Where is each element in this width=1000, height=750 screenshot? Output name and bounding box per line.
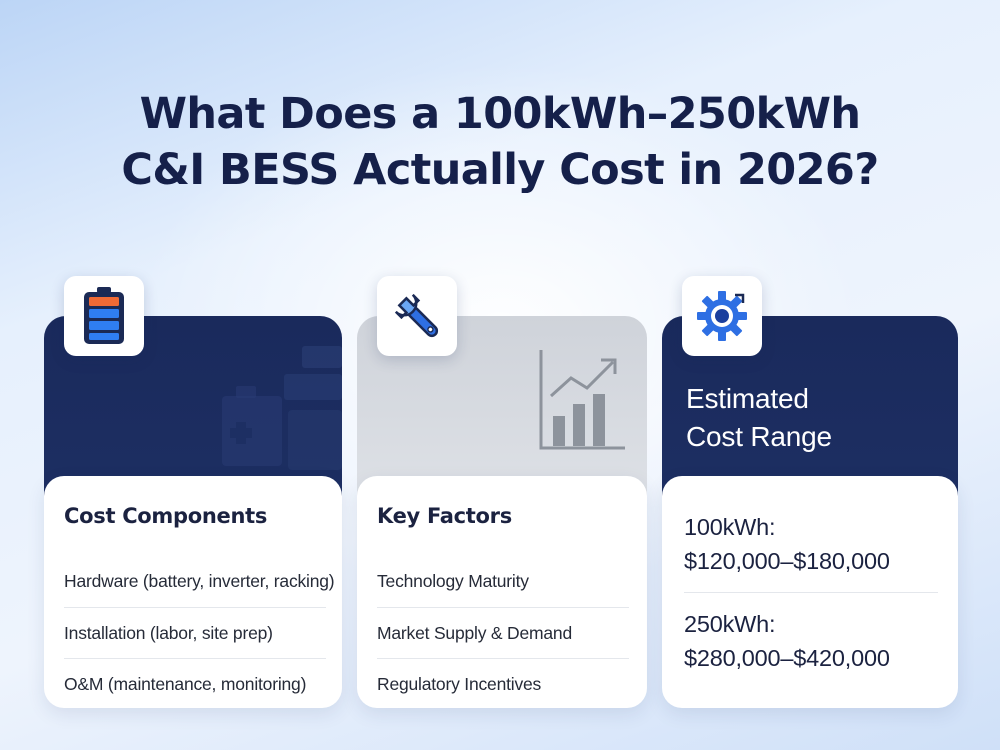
list-item: O&M (maintenance, monitoring) [64,658,326,709]
page-title: What Does a 100kWh–250kWh C&I BESS Actua… [0,86,1000,198]
card-body [357,476,647,708]
card-body [44,476,342,708]
bar-chart-trend-icon [539,350,625,450]
title-line-2: C&I BESS Actually Cost in 2026? [121,145,879,195]
gear-icon-tile [682,276,762,356]
range-item-250kwh: 250kWh: $280,000–$420,000 [684,592,938,689]
cost-range-list: 100kWh: $120,000–$180,000 250kWh: $280,0… [684,506,938,689]
background-illustration [222,346,342,470]
card-heading-line-2: Cost Range [686,421,832,452]
cost-components-card: Cost Components Hardware (battery, inver… [44,276,342,709]
list-item: Market Supply & Demand [377,607,629,658]
list-item: Installation (labor, site prep) [64,607,326,658]
key-factors-card: Key Factors Technology Maturity Market S… [357,276,647,709]
range-value: $280,000–$420,000 [684,645,890,671]
wrench-icon-tile [377,276,457,356]
range-item-100kwh: 100kWh: $120,000–$180,000 [684,506,938,592]
battery-icon-tile [64,276,144,356]
wrench-icon [394,293,439,338]
range-value: $120,000–$180,000 [684,548,890,574]
cost-range-card: Estimated Cost Range 100kWh: $120,000–$1… [662,276,958,708]
card-heading-line-1: Estimated [686,383,809,414]
card-heading: Key Factors [377,504,512,528]
title-line-1: What Does a 100kWh–250kWh [139,89,861,139]
key-factors-list: Technology Maturity Market Supply & Dema… [377,556,629,709]
range-label: 250kWh: [684,611,776,637]
gear-icon [697,291,747,341]
list-item: Technology Maturity [377,571,529,591]
battery-icon [84,287,124,344]
card-heading: Estimated Cost Range [686,380,832,456]
cost-components-list: Hardware (battery, inverter, racking) In… [64,556,335,709]
card-heading: Cost Components [64,504,268,528]
range-label: 100kWh: [684,514,776,540]
list-item: Hardware (battery, inverter, racking) [64,571,335,591]
list-item: Regulatory Incentives [377,658,629,709]
